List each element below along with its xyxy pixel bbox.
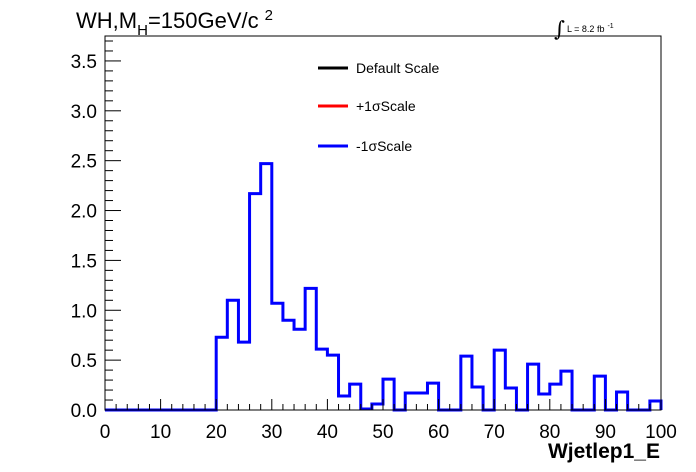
x-tick-label: 30	[261, 422, 282, 443]
x-tick-label: 50	[372, 422, 393, 443]
luminosity-label: ∫ L = 8.2 fb -1	[554, 17, 614, 41]
plot-frame	[104, 35, 662, 411]
y-tick-label: 1.0	[71, 301, 97, 322]
title-subscript: H	[137, 22, 148, 39]
x-tick-label: 70	[484, 422, 505, 443]
x-tick-label: 0	[100, 422, 111, 443]
y-tick-label: 2.5	[71, 152, 97, 173]
y-tick-label: 0.5	[71, 351, 97, 372]
title-prefix: WH,M	[76, 8, 137, 33]
y-tick-label: 2.0	[71, 202, 97, 223]
x-tick-label: 40	[317, 422, 338, 443]
legend: Default Scale +1σScale -1σScale	[318, 60, 439, 154]
y-tick-label: 3.0	[71, 102, 97, 123]
legend-label-plus-sigma: +1σScale	[356, 98, 416, 114]
x-tick-label: 60	[428, 422, 449, 443]
x-tick-labels: 0 10 20 30 40 50 60 70 80 90 100	[100, 422, 677, 443]
x-tick-label: 80	[539, 422, 560, 443]
y-tick-labels: 0.0 0.5 1.0 1.5 2.0 2.5 3.0 3.5	[71, 52, 97, 422]
lumi-text: L = 8.2 fb -1	[567, 23, 614, 34]
legend-label-default: Default Scale	[356, 60, 439, 76]
title-superscript: 2	[265, 7, 273, 24]
x-tick-label: 100	[645, 422, 677, 443]
series-line-0	[105, 162, 663, 412]
y-tick-label: 1.5	[71, 251, 97, 272]
legend-label-minus-sigma: -1σScale	[356, 138, 412, 154]
y-tick-label: 3.5	[71, 52, 97, 73]
lumi-superscript: -1	[607, 23, 613, 30]
histogram-layer	[105, 162, 663, 412]
title-suffix: =150GeV/c	[148, 8, 259, 33]
x-tick-label: 20	[206, 422, 227, 443]
x-tick-label: 10	[150, 422, 171, 443]
chart-title: WH,MH=150GeV/c 2	[76, 7, 273, 39]
axis-ticks	[104, 40, 662, 411]
lumi-value: L = 8.2 fb	[567, 24, 604, 34]
integral-sign: ∫	[554, 17, 565, 41]
y-tick-label: 0.0	[71, 401, 97, 422]
x-axis-label: Wjetlep1_E	[548, 440, 660, 463]
x-tick-label: 90	[595, 422, 616, 443]
